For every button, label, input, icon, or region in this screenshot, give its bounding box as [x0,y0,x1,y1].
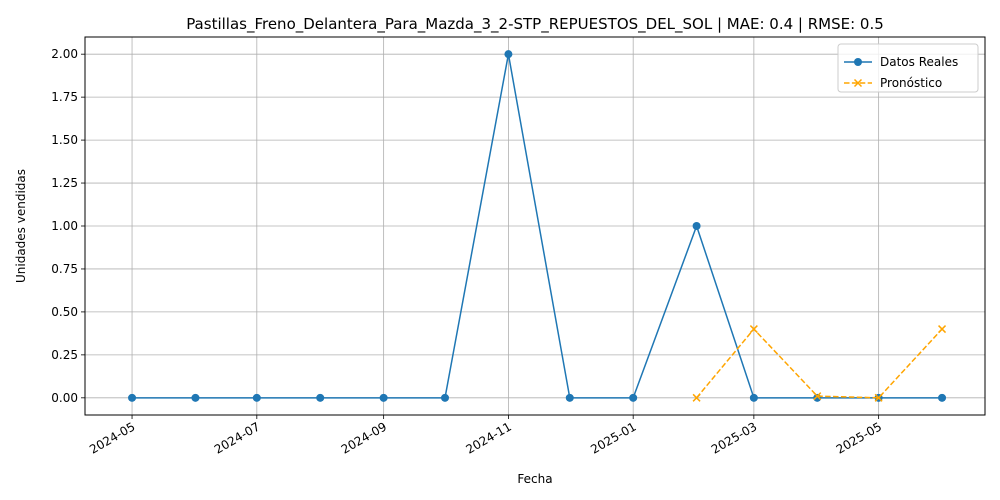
legend-marker-pronostico [853,78,863,88]
data-point-datos-reales [629,393,638,402]
data-point-datos-reales [692,222,701,230]
legend-marker-datos-reales [854,58,862,66]
data-point-datos-reales [938,393,947,402]
y-tick-label: 2.00 [51,47,78,61]
data-point-pronostico [813,392,822,401]
data-point-datos-reales [252,393,261,402]
data-point-datos-reales [565,393,574,402]
legend-entry-pronostico: Pronóstico [844,76,942,90]
y-tick-label: 0.75 [51,262,78,276]
y-tick-label: 1.00 [51,219,78,233]
data-point-datos-reales [749,393,758,402]
data-point-datos-reales [128,393,137,402]
x-axis-label: Fecha [517,472,552,486]
y-tick-label: 1.50 [51,133,78,147]
chart-title: Pastillas_Freno_Delantera_Para_Mazda_3_2… [186,15,884,34]
data-point-pronostico [874,393,883,402]
data-point-pronostico [692,393,701,402]
data-point-datos-reales [504,50,513,59]
legend-label-datos-reales: Datos Reales [880,55,958,69]
data-point-datos-reales [191,393,200,402]
series-line-datos-reales [132,53,943,399]
y-tick-label: 1.75 [51,90,78,104]
y-tick-label: 0.50 [51,305,78,319]
data-point-datos-reales [316,393,325,402]
y-axis-label: Unidades vendidas [14,169,28,283]
grid [85,37,985,415]
legend-label-pronostico: Pronóstico [880,76,942,90]
series-layer [128,50,947,402]
y-tick-label: 0.00 [51,391,78,405]
y-tick-label: 0.25 [51,348,78,362]
data-point-datos-reales [379,393,388,402]
data-point-datos-reales [813,393,822,402]
legend-entry-datos-reales: Datos Reales [844,55,958,69]
data-point-datos-reales [441,393,449,402]
data-point-pronostico [938,325,947,334]
legend-box [837,43,979,93]
data-point-pronostico [749,325,758,334]
y-tick-label: 1.25 [51,176,78,190]
legend: Datos Reales Pronóstico [837,43,979,93]
